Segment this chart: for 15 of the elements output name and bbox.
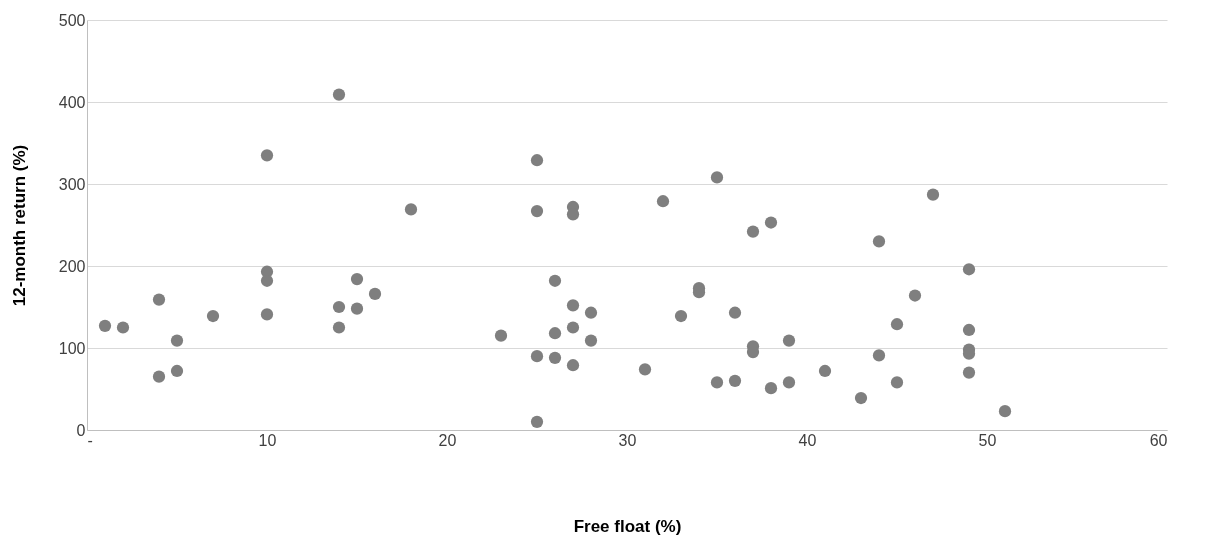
x-tick-label: 20 (438, 431, 457, 449)
x-axis-title: Free float (%) (573, 516, 682, 536)
y-tick-label: 200 (58, 257, 86, 275)
y-tick-label: 0 (76, 421, 86, 439)
y-tick-label: 400 (58, 93, 86, 111)
y-tick-label: 500 (58, 11, 86, 29)
x-tick-label: 40 (798, 431, 817, 449)
x-tick-label: 50 (978, 431, 997, 449)
x-tick-label: 10 (258, 431, 277, 449)
x-tick-label: 60 (1149, 431, 1168, 449)
x-tick-label: - (87, 431, 93, 449)
y-tick-label: 300 (58, 175, 86, 193)
y-tick-label: 100 (58, 339, 86, 357)
y-axis-title: 12-month return (%) (9, 144, 29, 307)
x-tick-label: 30 (618, 431, 637, 449)
